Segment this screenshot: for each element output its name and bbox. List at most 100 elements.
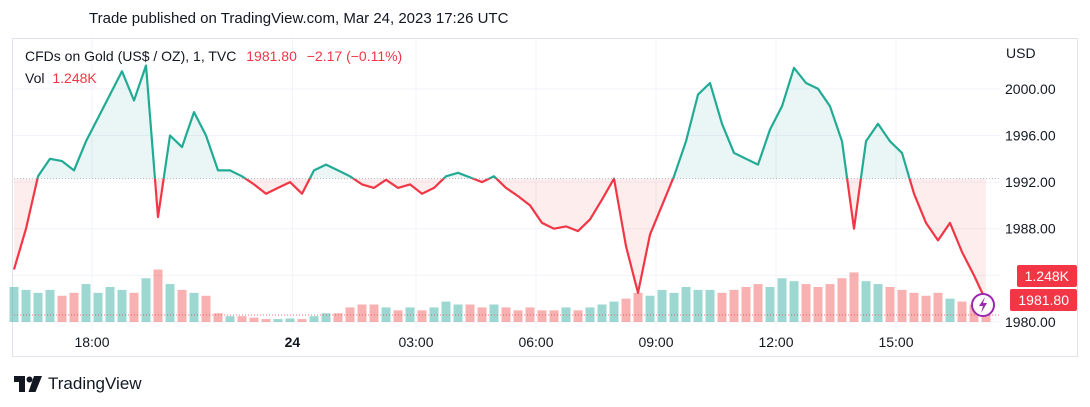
x-tick-label: 12:00	[758, 334, 793, 350]
y-tick-label: 1980.00	[1005, 314, 1056, 330]
volume-bar	[285, 318, 295, 322]
volume-bar	[609, 301, 619, 322]
volume-bar	[177, 289, 187, 322]
volume-bar	[57, 295, 67, 322]
volume-bar	[753, 284, 763, 322]
volume-bar	[777, 278, 787, 322]
x-tick-label: 18:00	[74, 334, 109, 350]
volume-bar	[369, 304, 379, 322]
volume-bar	[393, 310, 403, 322]
volume-bar	[933, 292, 943, 322]
volume-bar	[885, 287, 895, 322]
volume-badge: 1.248K	[1016, 265, 1077, 287]
volume-bar	[117, 289, 127, 322]
symbol-name: CFDs on Gold (US$ / OZ), 1, TVC	[25, 48, 237, 64]
volume-bar	[813, 287, 823, 322]
volume-bar	[321, 313, 331, 322]
volume-bar	[33, 292, 43, 322]
volume-bar	[549, 310, 559, 322]
chart-frame	[12, 38, 1078, 357]
volume-bar	[165, 284, 175, 322]
lightning-glyph	[979, 297, 987, 313]
volume-bar	[141, 278, 151, 322]
y-tick-label: 2000.00	[1005, 81, 1056, 97]
x-tick-label: 24	[285, 334, 301, 350]
volume-bar	[741, 287, 751, 322]
volume-bar	[201, 295, 211, 322]
y-tick-label: 1988.00	[1005, 221, 1056, 237]
volume-bar	[93, 292, 103, 322]
volume-bar	[825, 284, 835, 322]
x-tick-label: 06:00	[518, 334, 553, 350]
currency-label: USD	[1006, 45, 1036, 61]
symbol-legend: CFDs on Gold (US$ / OZ), 1, TVC 1981.80 …	[25, 48, 402, 64]
volume-bar	[105, 287, 115, 322]
footer-brand[interactable]: TradingView	[14, 374, 142, 394]
volume-bar	[897, 289, 907, 322]
volume-bar	[81, 284, 91, 322]
volume-bar	[273, 319, 283, 322]
volume-bar	[621, 298, 631, 322]
volume-bar	[909, 292, 919, 322]
brand-name: TradingView	[48, 374, 142, 393]
x-tick-label: 09:00	[638, 334, 673, 350]
volume-bar	[21, 289, 31, 322]
volume-bar	[249, 317, 259, 322]
volume-bar	[69, 292, 79, 322]
price-line-up	[36, 64, 911, 179]
volume-bar	[921, 295, 931, 322]
volume-bar	[453, 304, 463, 322]
volume-bar	[717, 292, 727, 322]
price-line-down	[12, 178, 987, 302]
volume-bar	[657, 289, 667, 322]
volume-bar	[669, 292, 679, 322]
volume-bar	[681, 287, 691, 322]
price-badge: 1981.80	[1010, 289, 1077, 311]
volume-bar	[849, 272, 859, 322]
volume-bar	[693, 289, 703, 322]
volume-bar	[765, 287, 775, 322]
volume-bar	[225, 316, 235, 322]
y-tick-label: 1996.00	[1005, 127, 1056, 143]
volume-bar	[729, 289, 739, 322]
volume-bar	[309, 316, 319, 322]
area-fill-up	[37, 65, 910, 179]
volume-bar	[357, 304, 367, 322]
volume-bar	[801, 284, 811, 322]
published-caption: Trade published on TradingView.com, Mar …	[89, 10, 509, 27]
volume-bar	[789, 281, 799, 322]
volume-bar	[537, 310, 547, 322]
x-tick-label: 15:00	[878, 334, 913, 350]
volume-bar	[45, 289, 55, 322]
volume-bar	[441, 301, 451, 322]
volume-bar	[633, 292, 643, 322]
volume-bar	[9, 287, 19, 322]
volume-label: Vol	[25, 70, 45, 86]
volume-bar	[213, 313, 223, 322]
volume-bar	[417, 310, 427, 322]
volume-bar	[957, 301, 967, 322]
volume-bar	[297, 319, 307, 322]
volume-bar	[645, 295, 655, 322]
volume-bar	[465, 304, 475, 322]
volume-bar	[597, 304, 607, 322]
tradingview-logo-icon	[14, 376, 42, 392]
volume-bar	[333, 313, 343, 322]
volume-bar	[189, 292, 199, 322]
volume-bar	[489, 304, 499, 322]
volume-bar	[237, 316, 247, 322]
volume-value: 1.248K	[52, 70, 97, 86]
volume-bar	[969, 304, 979, 322]
volume-bar	[945, 298, 955, 322]
volume-bar	[861, 281, 871, 322]
volume-bar	[129, 292, 139, 322]
price-change: −2.17 (−0.11%)	[306, 48, 403, 64]
x-tick-label: 03:00	[398, 334, 433, 350]
volume-bar	[261, 319, 271, 322]
volume-bar	[705, 289, 715, 322]
volume-bar	[153, 269, 163, 322]
volume-bar	[837, 278, 847, 322]
volume-bar	[513, 310, 523, 322]
volume-legend: Vol 1.248K	[25, 70, 97, 86]
